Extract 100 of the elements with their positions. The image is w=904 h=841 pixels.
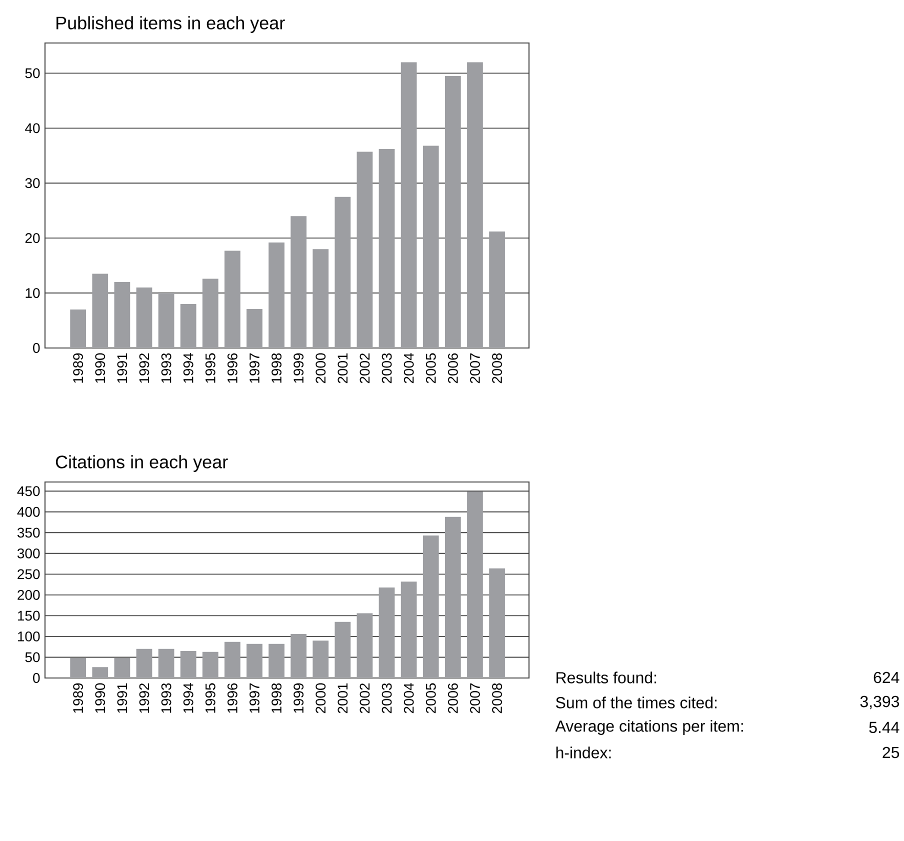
- bar: [70, 658, 86, 678]
- bar: [400, 582, 417, 678]
- bar: [224, 250, 240, 348]
- x-tick-label: 2006: [448, 683, 458, 714]
- bar: [202, 278, 218, 348]
- bar: [334, 196, 351, 348]
- y-tick-label: 150: [18, 610, 40, 621]
- x-tick-label: 1993: [161, 683, 172, 713]
- chart-title: Citations in each year: [56, 455, 228, 472]
- x-tick-label: 1990: [95, 683, 106, 713]
- y-tick-label: 400: [17, 506, 40, 517]
- bar: [268, 644, 284, 678]
- x-tick-label: 1995: [205, 353, 216, 383]
- x-tick-label: 1998: [272, 353, 282, 383]
- y-tick-label: 50: [25, 68, 40, 78]
- text: Sum of the times cited:: [556, 696, 717, 708]
- bar: [290, 216, 307, 348]
- y-tick-label: 0: [33, 343, 40, 353]
- bar: [290, 634, 307, 678]
- x-tick-label: 2006: [448, 353, 458, 384]
- bar: [467, 492, 483, 678]
- bar: [180, 304, 196, 348]
- x-tick-label: 1994: [183, 683, 194, 713]
- x-tick-label: 2008: [492, 353, 502, 384]
- bar: [422, 536, 439, 678]
- bar: [246, 308, 262, 348]
- bar: [312, 640, 329, 678]
- bar: [444, 516, 461, 678]
- bar: [92, 274, 108, 348]
- x-tick-label: 1998: [272, 683, 282, 713]
- y-tick-label: 10: [26, 288, 40, 298]
- x-tick-label: 1994: [183, 353, 194, 383]
- text: h-index:: [556, 746, 611, 758]
- bar: [202, 652, 218, 678]
- x-tick-label: 2003: [382, 353, 392, 384]
- chart-title: Published items in each year: [56, 16, 285, 33]
- x-tick-label: 2007: [470, 353, 480, 384]
- bar: [136, 288, 152, 348]
- y-tick-label: 50: [25, 652, 40, 662]
- bar: [467, 62, 483, 348]
- text: Results found:: [556, 672, 656, 684]
- text: 3,393: [860, 696, 900, 710]
- x-tick-label: 1995: [205, 683, 216, 713]
- bar: [92, 667, 108, 678]
- bar: [312, 249, 329, 348]
- x-tick-label: 1993: [161, 353, 172, 383]
- bar: [356, 613, 373, 678]
- bar: [378, 149, 395, 348]
- x-tick-label: 1989: [73, 353, 84, 383]
- x-tick-label: 2002: [360, 683, 370, 714]
- y-tick-label: 300: [17, 548, 40, 558]
- bar: [400, 62, 417, 348]
- x-tick-label: 1999: [294, 683, 304, 713]
- x-tick-label: 2008: [492, 683, 502, 714]
- x-tick-label: 2007: [470, 683, 480, 714]
- x-tick-label: 1997: [250, 683, 260, 713]
- x-tick-label: 1989: [73, 683, 84, 713]
- x-tick-label: 2001: [338, 353, 348, 384]
- bar: [224, 642, 240, 678]
- x-tick-label: 2003: [382, 683, 392, 714]
- x-tick-label: 2005: [426, 353, 436, 384]
- bar: [444, 76, 461, 348]
- x-tick-label: 2004: [404, 353, 414, 384]
- x-tick-label: 2004: [404, 683, 414, 714]
- x-tick-label: 2005: [426, 683, 436, 714]
- bar: [114, 282, 130, 348]
- x-tick-label: 2000: [316, 353, 326, 384]
- bar: [246, 644, 262, 678]
- y-tick-label: 100: [18, 632, 40, 642]
- bar: [489, 231, 505, 348]
- x-tick-label: 1996: [227, 353, 238, 383]
- y-tick-label: 350: [17, 528, 40, 538]
- bar: [158, 293, 174, 348]
- bar: [70, 310, 86, 348]
- bar: [334, 622, 351, 678]
- y-tick-label: 200: [18, 590, 40, 600]
- bar: [378, 587, 395, 678]
- x-tick-label: 1996: [227, 683, 238, 713]
- x-tick-label: 2000: [316, 683, 326, 714]
- bar: [180, 650, 196, 678]
- bar: [114, 658, 130, 678]
- bar: [422, 146, 439, 348]
- text: 624: [874, 672, 900, 684]
- y-tick-label: 40: [25, 123, 40, 134]
- x-tick-label: 1992: [139, 683, 150, 713]
- text: 5.44: [869, 722, 900, 734]
- bar: [356, 152, 373, 348]
- y-tick-label: 450: [17, 486, 40, 496]
- y-tick-label: 20: [25, 233, 40, 244]
- y-tick-label: 30: [25, 178, 40, 188]
- x-tick-label: 1992: [139, 353, 150, 383]
- x-tick-label: 1999: [294, 353, 304, 383]
- x-tick-label: 1991: [117, 683, 128, 713]
- bar: [158, 648, 174, 678]
- x-tick-label: 1997: [250, 353, 260, 383]
- x-tick-label: 1991: [117, 353, 128, 383]
- x-tick-label: 2002: [360, 353, 370, 384]
- x-tick-label: 2001: [338, 683, 348, 714]
- bar: [489, 568, 505, 678]
- bar: [136, 648, 152, 678]
